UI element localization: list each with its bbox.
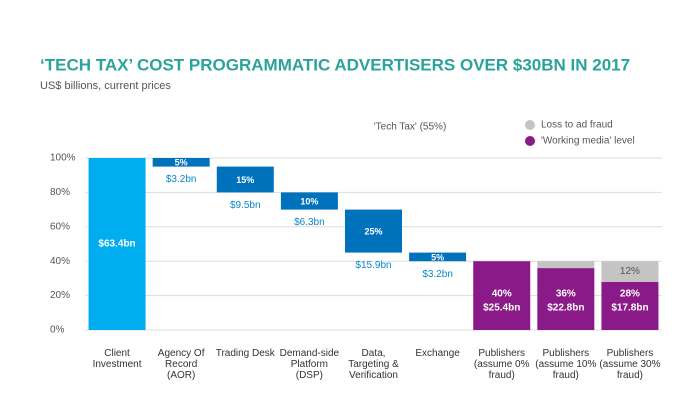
x-tick-label: Demand-side Platform (DSP) [279,348,340,381]
amount-label: $63.4bn [98,239,135,250]
amount-label: $3.2bn [166,174,197,185]
y-tick-label: 20% [50,290,70,301]
value-label: 15% [236,175,254,185]
y-tick-label: 60% [50,221,70,232]
legend-swatch [525,136,535,146]
amount-label: $15.9bn [355,260,391,271]
x-tick-label: Data, Targeting & Verification [348,348,399,381]
x-tick-label: Publishers (assume 10% fraud) [535,348,597,381]
value-label: 36% [556,289,576,300]
value-label: 10% [300,196,318,206]
y-tick-label: 0% [50,325,65,336]
bar [152,158,210,167]
value-label: 25% [364,226,382,236]
amount-label: $9.5bn [230,200,261,211]
value-label: 5% [431,252,444,262]
amount-label: $25.4bn [483,303,520,314]
annotation: 'Tech Tax' (55%) [374,122,447,133]
fraud-bar [601,261,659,282]
bar [473,261,531,330]
x-tick-label: Publishers (assume 30% fraud) [599,348,661,381]
value-label: 5% [175,158,188,168]
bar [601,281,659,330]
fraud-bar [537,261,595,269]
value-label: 28% [620,289,640,300]
bar [280,192,338,210]
amount-label: $22.8bn [547,303,584,314]
bar [345,209,402,253]
fraud-label: 12% [620,266,640,277]
x-tick-label: Trading Desk [215,348,275,359]
x-tick-label: Agency Of Record (AOR) [157,348,205,381]
y-tick-label: 80% [50,187,70,198]
x-tick-label: Client Investment [92,348,142,370]
y-tick-label: 100% [50,153,76,164]
x-tick-label: Exchange [415,348,460,359]
amount-label: $3.2bn [422,269,453,280]
amount-label: $17.8bn [611,303,648,314]
chart-subtitle: US$ billions, current prices [40,80,171,92]
y-tick-label: 40% [50,256,70,267]
amount-label: $6.3bn [294,217,325,228]
bar [409,252,467,262]
bar [88,158,146,330]
value-label: 40% [492,289,512,300]
chart-title: ‘TECH TAX’ COST PROGRAMMATIC ADVERTISERS… [40,55,630,74]
legend-label: Loss to ad fraud [541,120,613,131]
bar [216,166,274,193]
bar [537,268,595,330]
x-tick-label: Publishers (assume 0% fraud) [473,348,530,381]
legend-swatch [525,120,535,130]
legend-label: 'Working media' level [541,136,635,147]
